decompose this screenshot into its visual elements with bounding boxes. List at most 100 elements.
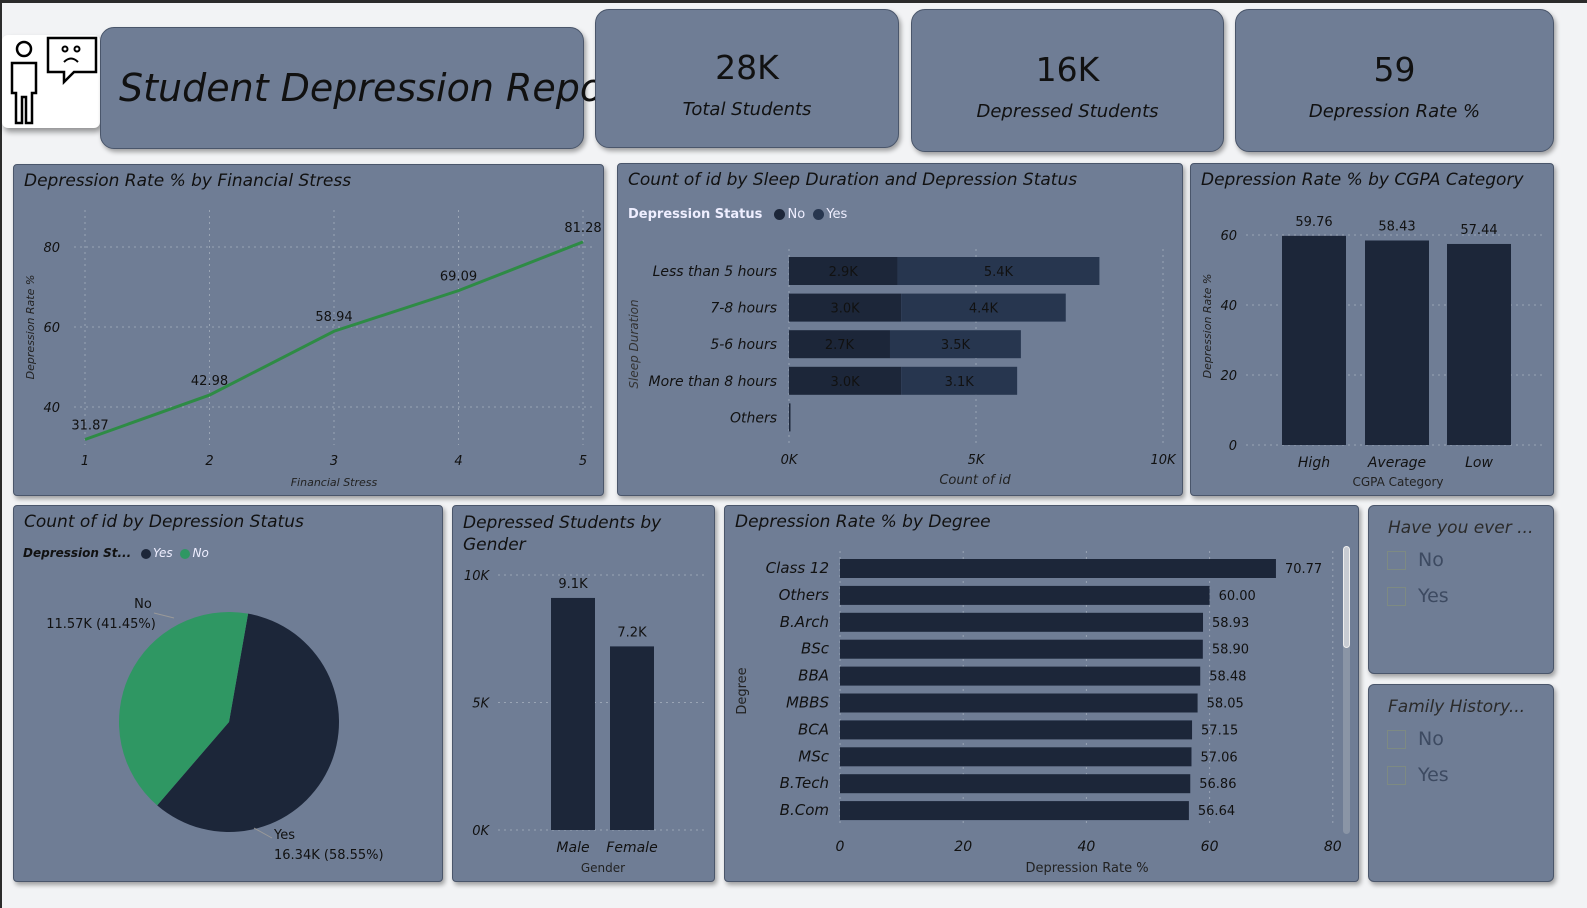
cgpa-bar-chart[interactable]: Depression Rate % by CGPA Category 0 20 40… [1190,163,1554,496]
category-label: MBBS [786,694,830,712]
financial-stress-line-chart[interactable]: Depression Rate % by Financial Stress 40… [13,164,604,496]
chart-title: Count of id by Depression Status [24,512,304,532]
data-label: 58.94 [315,310,352,325]
scrollbar-thumb[interactable] [1343,546,1350,648]
x-tick-label: 0K [781,453,799,468]
x-tick-label: 5K [968,453,986,468]
data-label: 57.06 [1200,750,1237,765]
gender-bar-chart[interactable]: Depressed Students by Gender 0K 5K 10K 9.1K… [452,505,715,882]
leader-line [153,612,175,619]
bar-chart-svg: 0 20 40 60 59.76 High 58.43 Average 57.44 Low CGPA… [1201,215,1546,489]
category-label: Female [606,840,657,856]
data-label: 69.09 [440,270,477,285]
category-label: Male [556,840,589,856]
category-label: B.Arch [780,613,829,631]
legend-dot-yes [813,209,825,220]
data-label: 4.4K [969,302,999,317]
x-axis-title: Count of id [939,473,1011,488]
page-title: Student Depression Report [119,66,634,110]
kpi-value: 16K [1035,50,1100,89]
category-label: Less than 5 hours [653,264,777,280]
x-tick-label: 80 [1324,839,1342,855]
bar [1365,240,1429,445]
y-tick-label: 0 [1229,439,1237,454]
depression-status-pie-chart[interactable]: Count of id by Depression Status Depress… [13,505,443,882]
x-tick-label: 2 [205,454,213,469]
data-label: 3.0K [830,375,860,390]
slicer-option-yes[interactable]: Yes [1387,764,1449,786]
category-label: Low [1465,455,1493,471]
bar [840,559,1276,578]
data-label: 58.48 [1209,670,1246,685]
data-label: 60.00 [1219,589,1256,604]
chart-title: Depression Rate % by Financial Stress [24,171,352,191]
checkbox[interactable] [1387,587,1406,606]
category-label: MSc [798,747,829,765]
kpi-depression-rate: 59 Depression Rate % [1235,9,1554,152]
y-tick-label: 40 [1220,299,1237,314]
bar-no [789,257,898,285]
kpi-label: Depressed Students [976,101,1159,122]
slicer-option-no[interactable]: No [1387,728,1444,750]
legend: Depression St... Yes No [23,546,209,560]
slicer-option-yes[interactable]: Yes [1387,585,1449,607]
option-label: No [1418,549,1444,571]
chart-title: Depression Rate % by Degree [735,512,991,532]
data-label: 59.76 [1295,215,1332,230]
legend-item-yes[interactable]: Yes [826,207,848,222]
chart-title: Depression Rate % by CGPA Category [1201,170,1524,190]
bar [840,774,1191,794]
pie-slice-yes [157,613,339,832]
data-label: 58.05 [1207,697,1244,712]
degree-bar-chart[interactable]: Depression Rate % by Degree 0 20 40 60 80 Cla… [724,505,1359,882]
data-label: 7.2K [617,625,647,640]
kpi-depressed-students: 16K Depressed Students [911,9,1224,152]
bar [551,597,595,830]
slicer-title: Family History... [1388,697,1526,717]
slice-name-label: No [134,597,152,612]
kpi-value: 28K [715,48,779,87]
category-label: Others [779,586,830,604]
y-axis-title: Sleep Duration [627,299,641,388]
x-tick-label: 5 [579,454,587,469]
category-label: More than 8 hours [649,374,777,390]
x-tick-label: 0 [836,839,845,855]
x-tick-label: 4 [454,454,462,469]
data-label: 2.7K [825,338,855,353]
data-label: 9.1K [558,577,588,592]
data-label: 70.77 [1285,562,1322,577]
y-tick-label: 40 [43,401,60,416]
checkbox[interactable] [1387,730,1406,749]
chart-title: Count of id by Sleep Duration and Depres… [628,170,1078,190]
slicer-option-no[interactable]: No [1387,549,1444,571]
bar [840,666,1201,686]
checkbox[interactable] [1387,551,1406,570]
scrollbar[interactable] [1343,546,1350,834]
category-label: Average [1367,455,1426,471]
category-label: B.Tech [780,774,829,792]
slice-value-label: 11.57K (41.45%) [46,617,156,632]
legend-item-no[interactable]: No [192,546,209,560]
bar-yes [889,330,1021,359]
option-label: No [1418,728,1444,750]
legend-dot-yes [141,548,151,559]
bar-yes [901,366,1018,395]
category-label: BSc [801,640,830,658]
y-axis-title: Degree [735,667,750,714]
bar-no [789,330,890,359]
legend-item-no[interactable]: No [787,207,806,222]
x-tick-label: 20 [954,839,972,855]
category-label: High [1298,455,1330,471]
data-label: 3.5K [941,338,971,353]
bar [840,639,1203,659]
slice-name-label: Yes [273,828,295,843]
x-axis-title: Financial Stress [291,476,378,489]
legend-item-yes[interactable]: Yes [153,546,173,560]
pie-chart-svg: No 11.57K (41.45%) Yes 16.34K (58.55%) [46,597,383,863]
y-tick-label: 60 [43,321,60,336]
category-label: 7-8 hours [710,301,777,317]
checkbox[interactable] [1387,766,1406,785]
sleep-duration-bar-chart[interactable]: Count of id by Sleep Duration and Depres… [617,163,1183,496]
legend: Depression Status No Yes [628,207,847,222]
category-label: Class 12 [766,559,829,577]
